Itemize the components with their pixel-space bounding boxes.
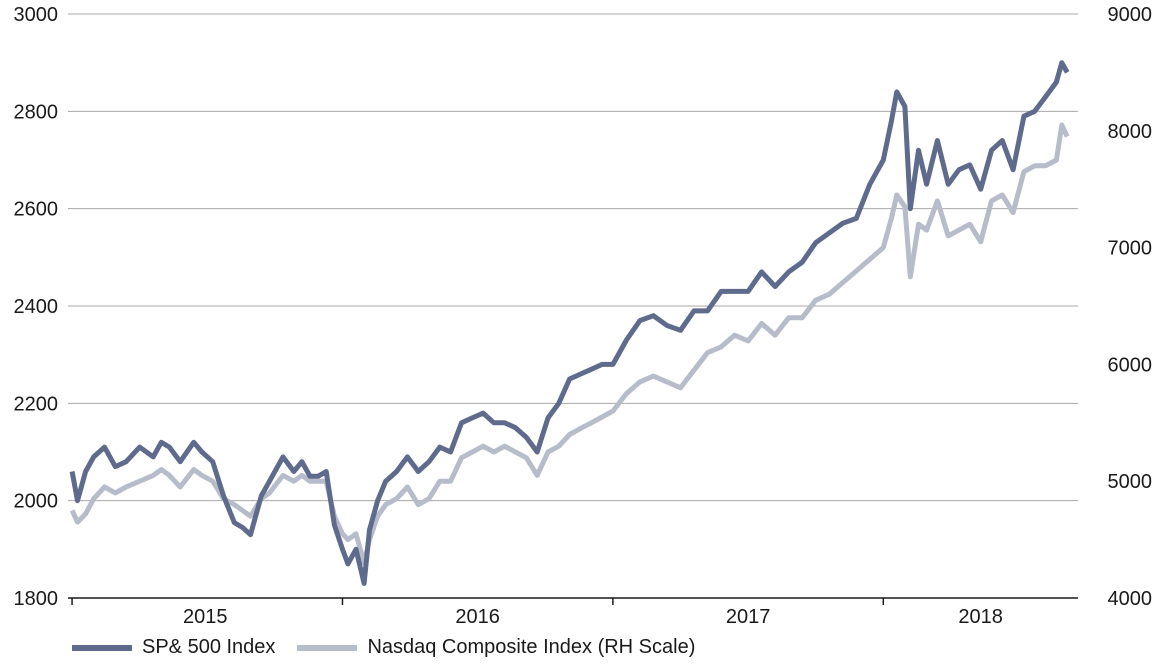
left-tick-label: 3000: [14, 4, 59, 26]
x-axis-ticks: 2015 2016 2017 2018: [183, 606, 1003, 628]
right-tick-label: 4000: [1108, 588, 1153, 610]
legend-swatch-sp500: [72, 644, 132, 651]
left-tick-label: 2000: [14, 491, 59, 513]
left-tick-label: 2800: [14, 101, 59, 123]
series-line-sp500: [69, 60, 1070, 586]
right-tick-label: 7000: [1108, 238, 1153, 260]
x-tick-label: 2016: [455, 606, 500, 628]
axes: [68, 597, 1078, 605]
legend-item-sp500: SP& 500 Index: [72, 636, 275, 659]
legend-label-sp500: SP& 500 Index: [142, 636, 276, 658]
right-y-axis-ticks: 4000 5000 6000 7000 8000 9000: [1108, 4, 1153, 610]
legend-swatch-nasdaq: [297, 644, 358, 651]
series-lines: [69, 60, 1070, 586]
right-tick-label: 8000: [1108, 121, 1153, 143]
left-tick-label: 2200: [14, 393, 59, 415]
left-tick-label: 2600: [14, 199, 59, 221]
x-tick-label: 2017: [726, 606, 771, 628]
right-tick-label: 6000: [1108, 354, 1153, 376]
legend-item-nasdaq: Nasdaq Composite Index (RH Scale): [297, 636, 695, 659]
legend-label-nasdaq: Nasdaq Composite Index (RH Scale): [367, 636, 696, 658]
right-tick-label: 5000: [1108, 471, 1153, 493]
series-line-nasdaq: [69, 122, 1070, 566]
left-y-axis-ticks: 1800 2000 2200 2400 2600 2800 3000: [14, 4, 59, 610]
x-tick-label: 2018: [958, 606, 1003, 628]
right-tick-label: 9000: [1108, 4, 1153, 26]
left-tick-label: 2400: [14, 296, 59, 318]
legend: SP& 500 Index Nasdaq Composite Index (RH…: [72, 636, 717, 659]
left-tick-label: 1800: [14, 588, 59, 610]
x-tick-label: 2015: [183, 606, 228, 628]
gridlines: [68, 13, 1078, 599]
